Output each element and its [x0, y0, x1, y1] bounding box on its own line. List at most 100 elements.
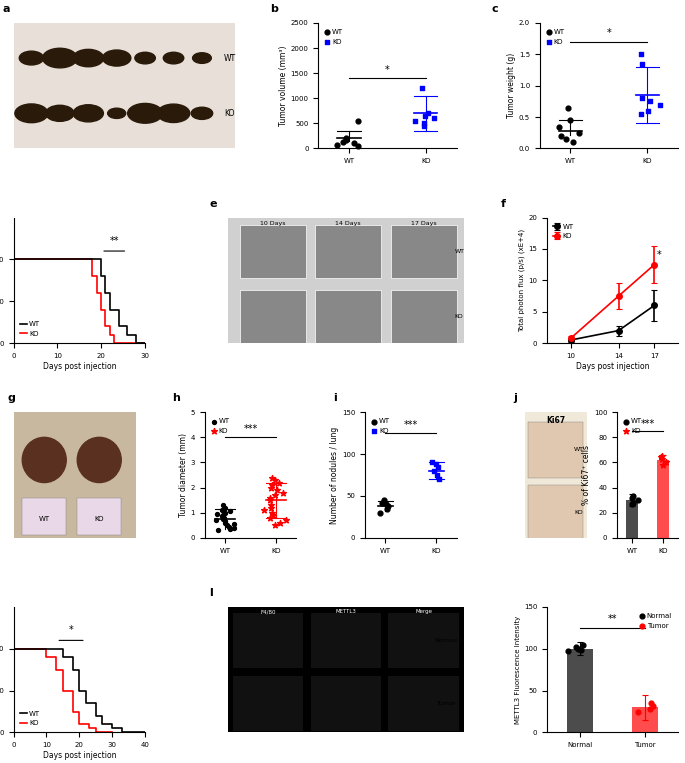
Point — [229, 522, 240, 534]
Point — [563, 101, 574, 114]
Point — [642, 105, 653, 117]
Point — [661, 456, 672, 468]
Point — [266, 472, 277, 484]
Circle shape — [77, 437, 121, 482]
Point — [348, 137, 359, 150]
Point — [274, 517, 285, 529]
Y-axis label: METTL3 Fluorescence Intensity: METTL3 Fluorescence Intensity — [515, 616, 521, 724]
Circle shape — [108, 108, 126, 118]
Point — [220, 517, 231, 529]
Point — [340, 132, 351, 144]
Bar — [233, 613, 303, 668]
Text: *: * — [68, 626, 73, 636]
Point — [220, 515, 231, 527]
Legend: WT, KO: WT, KO — [17, 708, 43, 729]
Y-axis label: Total photon flux (p/s) (xE+4): Total photon flux (p/s) (xE+4) — [519, 229, 525, 332]
Point — [575, 644, 586, 656]
Point — [657, 450, 668, 462]
Point — [574, 127, 585, 139]
Text: c: c — [491, 4, 498, 14]
Circle shape — [127, 104, 162, 123]
Point — [266, 501, 277, 513]
Bar — [240, 225, 306, 278]
Text: ***: *** — [640, 419, 655, 429]
Point — [216, 510, 227, 523]
Text: KO: KO — [224, 109, 234, 118]
Y-axis label: Tumor volume (mm³): Tumor volume (mm³) — [279, 46, 288, 126]
Circle shape — [135, 52, 155, 64]
Text: **: ** — [608, 614, 617, 624]
Text: e: e — [209, 198, 216, 209]
Circle shape — [192, 53, 212, 63]
Point — [225, 505, 236, 517]
Point — [645, 697, 656, 710]
Text: Normal: Normal — [434, 639, 457, 643]
Text: METTL3: METTL3 — [336, 610, 356, 614]
Point — [273, 476, 284, 488]
Text: **: ** — [110, 236, 119, 246]
X-axis label: Days post injection: Days post injection — [42, 751, 116, 760]
Legend: WT, KO: WT, KO — [17, 319, 43, 340]
Bar — [390, 225, 457, 278]
Legend: WT, KO: WT, KO — [322, 27, 346, 47]
Point — [564, 114, 575, 127]
Point — [427, 456, 438, 468]
Legend: Normal, Tumor: Normal, Tumor — [636, 610, 675, 632]
Point — [553, 121, 564, 133]
Point — [382, 502, 393, 514]
Point — [577, 639, 588, 651]
Legend: WT, KO: WT, KO — [621, 416, 645, 436]
Point — [573, 642, 584, 655]
Point — [627, 491, 638, 503]
Point — [265, 494, 276, 506]
Point — [265, 499, 276, 511]
Text: WT: WT — [573, 447, 584, 452]
Point — [570, 641, 581, 653]
Bar — [390, 291, 457, 343]
Text: ***: *** — [403, 420, 418, 430]
Point — [656, 452, 667, 464]
Point — [213, 524, 224, 536]
Point — [647, 700, 658, 712]
Text: F4/80: F4/80 — [260, 610, 276, 614]
Text: 14 Days: 14 Days — [336, 221, 361, 227]
Point — [637, 92, 648, 105]
Point — [636, 57, 647, 69]
Circle shape — [191, 108, 213, 119]
Point — [269, 489, 280, 501]
Point — [217, 499, 228, 511]
Legend: WT, KO: WT, KO — [369, 416, 393, 436]
Bar — [233, 676, 303, 731]
Bar — [22, 497, 66, 536]
Bar — [310, 613, 382, 668]
Point — [378, 494, 389, 506]
Text: Ki67: Ki67 — [547, 416, 566, 425]
Bar — [528, 422, 584, 478]
Text: *: * — [606, 28, 611, 38]
Circle shape — [103, 50, 131, 66]
Text: KO: KO — [95, 516, 104, 522]
X-axis label: Days post injection: Days post injection — [576, 362, 649, 371]
Circle shape — [73, 105, 103, 122]
Point — [224, 520, 235, 533]
Bar — [388, 676, 459, 731]
Point — [632, 494, 643, 506]
Point — [218, 512, 229, 524]
Point — [219, 507, 230, 519]
Bar — [240, 291, 306, 343]
Text: *: * — [657, 250, 662, 260]
Bar — [626, 500, 638, 538]
Point — [272, 484, 283, 496]
Circle shape — [42, 48, 77, 68]
Circle shape — [158, 104, 190, 123]
Point — [433, 473, 444, 485]
Point — [419, 120, 429, 132]
Text: *: * — [385, 65, 390, 75]
Text: a: a — [3, 4, 10, 14]
Bar — [632, 707, 658, 732]
Text: 17 Days: 17 Days — [411, 221, 436, 227]
Bar — [388, 613, 459, 668]
Point — [219, 501, 230, 513]
Bar — [310, 676, 382, 731]
Bar — [566, 649, 593, 732]
